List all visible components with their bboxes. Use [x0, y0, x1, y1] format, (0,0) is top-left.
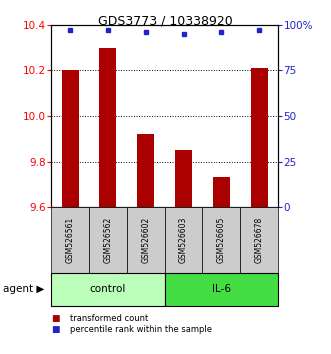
- Bar: [100, 47, 117, 207]
- Text: ■: ■: [51, 314, 60, 323]
- Bar: [251, 68, 268, 207]
- Bar: [137, 134, 154, 207]
- Text: IL-6: IL-6: [212, 284, 231, 295]
- Text: GSM526602: GSM526602: [141, 217, 150, 263]
- Text: GSM526603: GSM526603: [179, 217, 188, 263]
- Bar: [175, 150, 192, 207]
- Text: GDS3773 / 10338920: GDS3773 / 10338920: [98, 14, 233, 27]
- Text: percentile rank within the sample: percentile rank within the sample: [70, 325, 212, 334]
- Text: ■: ■: [51, 325, 60, 334]
- Text: GSM526562: GSM526562: [104, 217, 113, 263]
- Text: control: control: [90, 284, 126, 295]
- Bar: [62, 70, 79, 207]
- Text: GSM526561: GSM526561: [66, 217, 75, 263]
- Bar: [213, 177, 230, 207]
- Text: GSM526678: GSM526678: [255, 217, 264, 263]
- Text: GSM526605: GSM526605: [217, 217, 226, 263]
- Text: transformed count: transformed count: [70, 314, 148, 323]
- Text: agent ▶: agent ▶: [3, 284, 45, 295]
